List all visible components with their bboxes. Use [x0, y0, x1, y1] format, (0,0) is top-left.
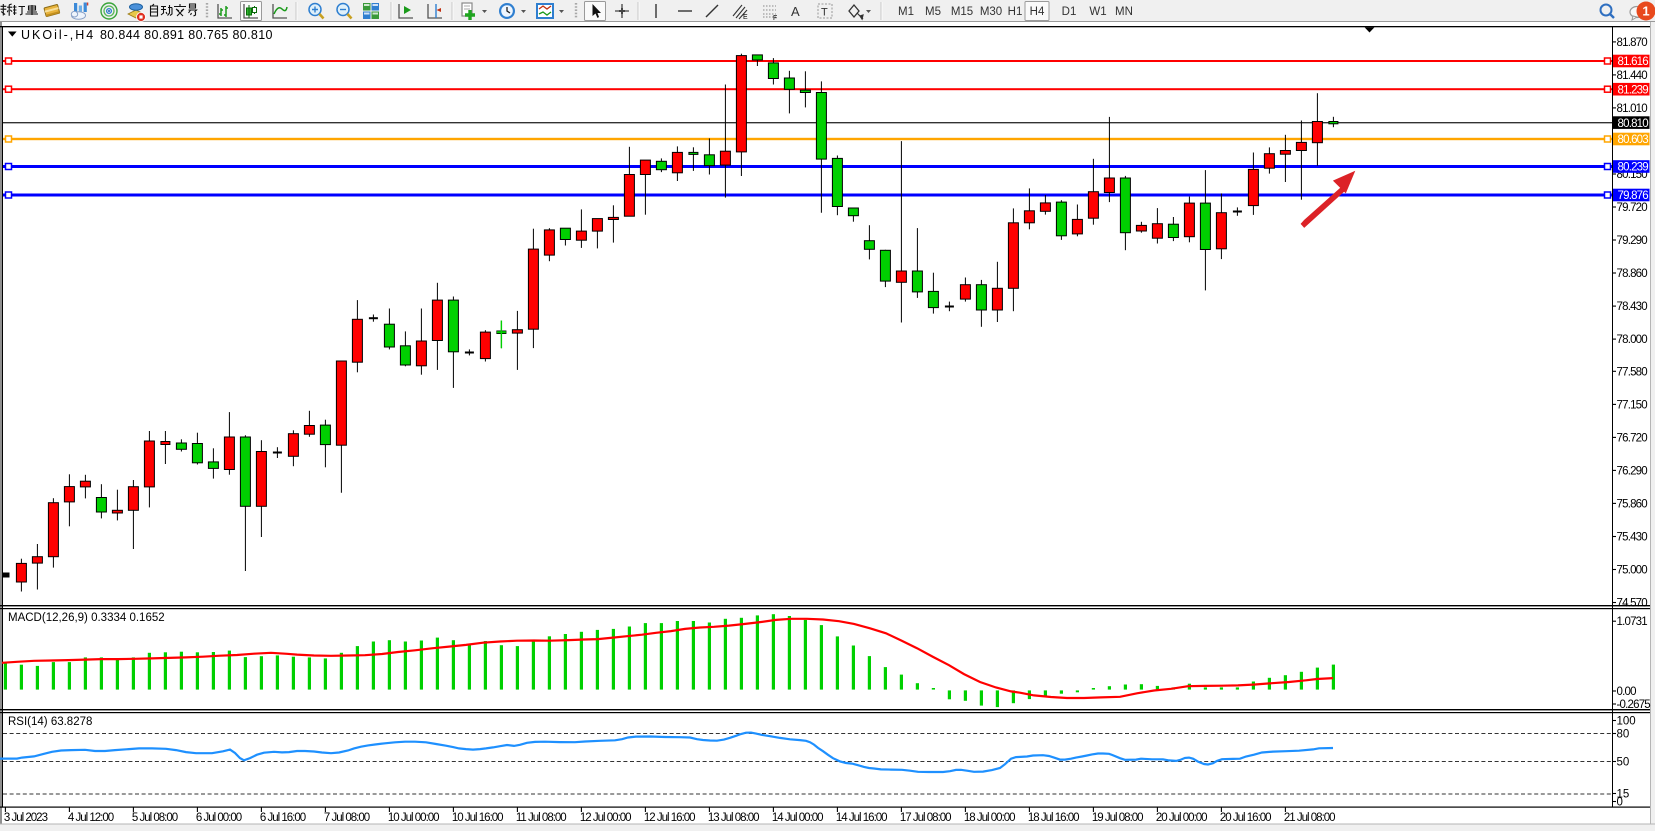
svg-text:10 Jul 00:00: 10 Jul 00:00 — [388, 812, 439, 824]
svg-text:78.860: 78.860 — [1617, 268, 1648, 280]
svg-text:81.010: 81.010 — [1617, 103, 1648, 115]
svg-text:76.720: 76.720 — [1617, 432, 1648, 444]
svg-text:15: 15 — [1617, 789, 1630, 801]
svg-text:80.603: 80.603 — [1618, 134, 1649, 146]
svg-text:6 Jul 00:00: 6 Jul 00:00 — [196, 812, 242, 824]
svg-text:79.876: 79.876 — [1618, 190, 1649, 202]
svg-text:MACD(12,26,9) 0.3334 0.1652: MACD(12,26,9) 0.3334 0.1652 — [8, 612, 165, 624]
svg-text:50: 50 — [1617, 757, 1630, 769]
svg-text:14 Jul 16:00: 14 Jul 16:00 — [836, 812, 887, 824]
svg-text:81.440: 81.440 — [1617, 70, 1648, 82]
svg-text:M1: M1 — [898, 6, 914, 18]
svg-text:12 Jul 16:00: 12 Jul 16:00 — [644, 812, 695, 824]
svg-text:18 Jul 00:00: 18 Jul 00:00 — [964, 812, 1015, 824]
svg-text:MN: MN — [1115, 6, 1133, 18]
svg-text:W1: W1 — [1089, 6, 1106, 18]
svg-text:100: 100 — [1617, 716, 1636, 728]
svg-text:10 Jul 16:00: 10 Jul 16:00 — [452, 812, 503, 824]
svg-text:4 Jul 12:00: 4 Jul 12:00 — [68, 812, 114, 824]
svg-text:80.810: 80.810 — [1618, 118, 1649, 130]
svg-text:5 Jul 08:00: 5 Jul 08:00 — [132, 812, 178, 824]
svg-text:T: T — [821, 7, 828, 19]
svg-text:UKOil-,H4: UKOil-,H4 — [21, 28, 95, 42]
svg-text:0.00: 0.00 — [1617, 686, 1637, 698]
svg-text:13 Jul 08:00: 13 Jul 08:00 — [708, 812, 759, 824]
svg-text:77.150: 77.150 — [1617, 399, 1648, 411]
svg-text:78.430: 78.430 — [1617, 301, 1648, 313]
svg-text:0: 0 — [1617, 797, 1623, 809]
svg-text:-0.2675: -0.2675 — [1617, 699, 1651, 711]
svg-text:80.239: 80.239 — [1618, 162, 1649, 174]
svg-text:80.844 80.891 80.765 80.810: 80.844 80.891 80.765 80.810 — [100, 28, 273, 42]
svg-text:17 Jul 08:00: 17 Jul 08:00 — [900, 812, 951, 824]
svg-text:M5: M5 — [925, 6, 941, 18]
svg-text:A: A — [791, 4, 800, 19]
svg-text:M15: M15 — [951, 6, 973, 18]
svg-text:12 Jul 00:00: 12 Jul 00:00 — [580, 812, 631, 824]
svg-text:80: 80 — [1617, 729, 1630, 741]
svg-text:D1: D1 — [1062, 6, 1077, 18]
svg-text:76.290: 76.290 — [1617, 465, 1648, 477]
svg-text:11 Jul 08:00: 11 Jul 08:00 — [516, 812, 566, 824]
svg-text:75.430: 75.430 — [1617, 532, 1648, 544]
svg-text:81.870: 81.870 — [1617, 37, 1648, 49]
svg-text:79.720: 79.720 — [1617, 202, 1648, 214]
svg-text:E: E — [743, 14, 748, 21]
svg-text:21 Jul 08:00: 21 Jul 08:00 — [1284, 812, 1335, 824]
svg-text:1: 1 — [1642, 4, 1649, 19]
svg-text:19 Jul 08:00: 19 Jul 08:00 — [1092, 812, 1143, 824]
svg-text:H4: H4 — [1030, 6, 1045, 18]
svg-text:81.239: 81.239 — [1618, 84, 1649, 96]
svg-text:3 Jul 2023: 3 Jul 2023 — [4, 812, 48, 824]
svg-text:77.580: 77.580 — [1617, 366, 1648, 378]
svg-text:75.860: 75.860 — [1617, 498, 1648, 510]
svg-text:18 Jul 16:00: 18 Jul 16:00 — [1028, 812, 1079, 824]
svg-text:F: F — [773, 15, 777, 22]
svg-text:7 Jul 08:00: 7 Jul 08:00 — [324, 812, 370, 824]
svg-text:75.000: 75.000 — [1617, 565, 1648, 577]
svg-text:20 Jul 16:00: 20 Jul 16:00 — [1220, 812, 1271, 824]
svg-text:78.000: 78.000 — [1617, 334, 1648, 346]
svg-text:1.0731: 1.0731 — [1617, 616, 1648, 628]
svg-text:6 Jul 16:00: 6 Jul 16:00 — [260, 812, 306, 824]
svg-text:81.616: 81.616 — [1618, 56, 1649, 68]
svg-text:M30: M30 — [980, 6, 1002, 18]
svg-text:RSI(14) 63.8278: RSI(14) 63.8278 — [8, 716, 92, 728]
svg-text:20 Jul 00:00: 20 Jul 00:00 — [1156, 812, 1207, 824]
svg-text:74.570: 74.570 — [1617, 598, 1648, 610]
svg-text:14 Jul 00:00: 14 Jul 00:00 — [772, 812, 823, 824]
svg-text:H1: H1 — [1008, 6, 1023, 18]
svg-text:79.290: 79.290 — [1617, 235, 1648, 247]
